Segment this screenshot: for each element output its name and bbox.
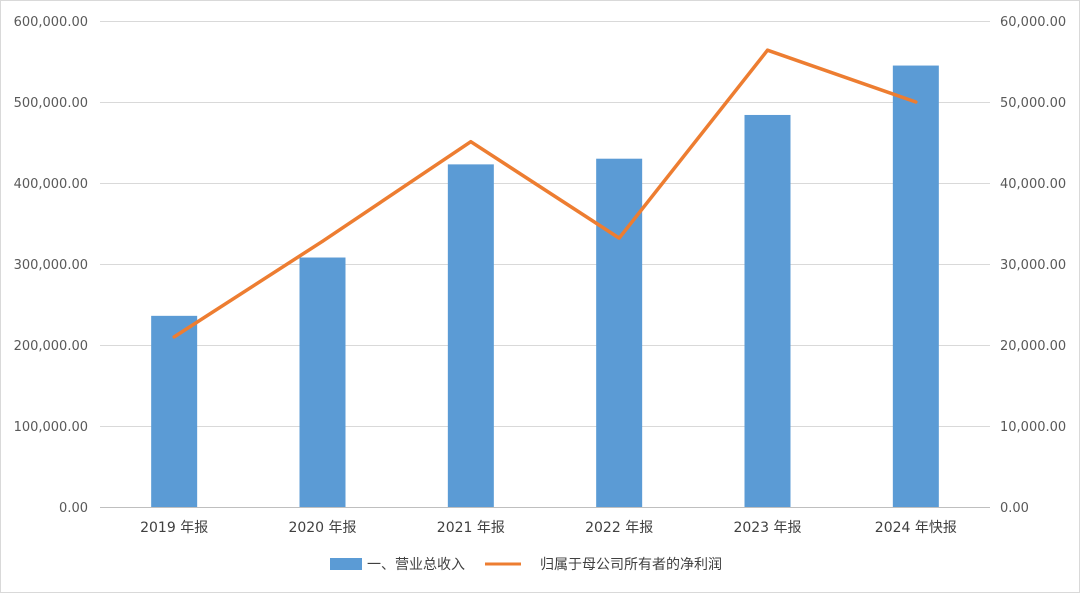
net-profit-line	[172, 48, 918, 339]
left-tick-label: 600,000.00	[14, 15, 88, 30]
revenue-bar	[596, 158, 643, 507]
net-profit-point	[766, 48, 769, 52]
right-tick-label: 40,000.00	[1000, 177, 1066, 192]
revenue-bar	[299, 257, 346, 507]
right-tick-label: 20,000.00	[1000, 339, 1066, 354]
net-profit-point	[172, 335, 176, 339]
right-tick-label: 60,000.00	[1000, 15, 1066, 30]
right-tick-label: 10,000.00	[1000, 420, 1066, 435]
net-profit-point	[617, 236, 621, 240]
net-profit-point	[321, 239, 324, 243]
category-label: 2021 年报	[437, 520, 505, 536]
legend: 一、营业总收入 归属于母公司所有者的净利润	[330, 556, 722, 573]
revenue-bar	[744, 114, 791, 508]
right-axis-ticks: 0.00 10,000.00 20,000.00 30,000.00 40,000.00…	[1000, 15, 1066, 516]
category-label: 2020 年报	[288, 520, 356, 536]
revenue-bar	[151, 315, 198, 507]
category-label: 2023 年报	[733, 520, 801, 536]
net-profit-point	[914, 100, 918, 104]
left-tick-label: 300,000.00	[14, 258, 88, 273]
left-tick-label: 0.00	[59, 501, 88, 516]
revenue-bar	[892, 65, 939, 508]
revenue-bar	[447, 164, 494, 507]
gridlines	[100, 21, 990, 508]
legend-bar-label: 一、营业总收入	[367, 557, 465, 573]
category-labels: 2019 年报 2020 年报 2021 年报 2022 年报 2023 年报 2024 …	[140, 520, 957, 536]
net-profit-point	[469, 140, 473, 144]
category-label: 2019 年报	[140, 520, 208, 536]
legend-bar-swatch	[330, 558, 362, 570]
right-tick-label: 50,000.00	[1000, 96, 1066, 111]
line-series	[172, 48, 918, 339]
right-tick-label: 30,000.00	[1000, 258, 1066, 273]
left-tick-label: 500,000.00	[14, 96, 88, 111]
left-axis-ticks: 0.00 100,000.00 200,000.00 300,000.00 400,00…	[14, 15, 88, 516]
right-tick-label: 0.00	[1000, 501, 1029, 516]
left-tick-label: 100,000.00	[14, 420, 88, 435]
category-label: 2022 年报	[585, 520, 653, 536]
category-label: 2024 年快报	[875, 520, 957, 536]
left-tick-label: 400,000.00	[14, 177, 88, 192]
legend-line-label: 归属于母公司所有者的净利润	[540, 556, 722, 573]
left-tick-label: 200,000.00	[14, 339, 88, 354]
